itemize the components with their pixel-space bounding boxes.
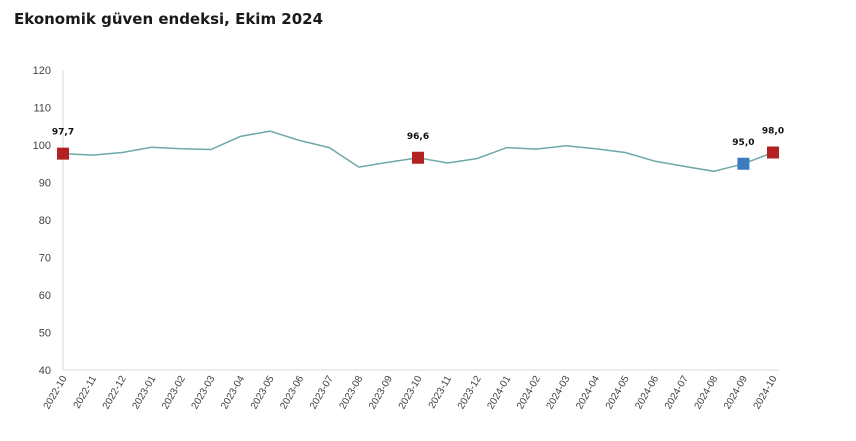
data-label: 95,0 [732,138,754,148]
chart-axes [62,70,779,371]
y-tick-label: 90 [39,178,51,190]
y-axis-ticks: 40 50 60 70 80 90 100 110 120 [33,65,51,377]
y-tick-label: 80 [39,215,51,227]
highlight-marker [767,146,779,159]
y-tick-label: 60 [39,290,51,302]
x-tick-label: 2024-04 [574,374,602,412]
data-label: 96,6 [407,132,429,142]
x-axis-ticks: 2022-10 2022-11 2022-12 2023-01 2023-02 2023-… [42,374,780,412]
x-tick-label: 2024-05 [604,374,632,412]
x-tick-label: 2024-01 [485,374,513,412]
x-tick-label: 2023-10 [397,374,425,412]
x-tick-label: 2024-02 [515,374,543,412]
x-tick-label: 2023-04 [219,374,247,412]
x-tick-label: 2024-08 [693,374,721,412]
x-tick-label: 2022-11 [72,374,100,411]
x-tick-label: 2023-01 [130,374,158,412]
y-tick-label: 40 [39,365,51,377]
x-tick-label: 2023-05 [249,374,277,412]
x-tick-label: 2023-03 [190,374,218,412]
x-tick-label: 2023-02 [160,374,188,412]
data-label: 97,7 [52,128,74,138]
x-tick-label: 2024-10 [752,374,780,412]
y-tick-label: 50 [39,328,51,340]
highlight-marker [412,151,424,164]
x-tick-label: 2024-09 [722,374,750,412]
x-tick-label: 2022-10 [42,374,70,412]
x-tick-label: 2022-12 [101,374,129,412]
highlight-markers: 97,7 96,6 95,0 98,0 [52,127,784,170]
y-tick-label: 100 [33,140,51,152]
highlight-marker [57,147,69,160]
x-tick-label: 2024-03 [545,374,573,412]
x-tick-label: 2023-08 [338,374,366,412]
highlight-marker [737,157,750,170]
y-tick-label: 120 [33,65,51,77]
x-tick-label: 2023-07 [308,374,336,412]
x-tick-label: 2023-09 [367,374,395,412]
y-tick-label: 70 [39,253,51,265]
x-tick-label: 2024-07 [663,374,691,412]
x-tick-label: 2023-06 [278,374,306,412]
data-label: 98,0 [762,127,784,137]
x-tick-label: 2023-12 [456,374,484,412]
chart-title: Ekonomik güven endeksi, Ekim 2024 [14,10,324,28]
x-tick-label: 2023-11 [427,374,455,411]
x-tick-label: 2024-06 [633,374,661,412]
y-tick-label: 110 [33,103,51,115]
